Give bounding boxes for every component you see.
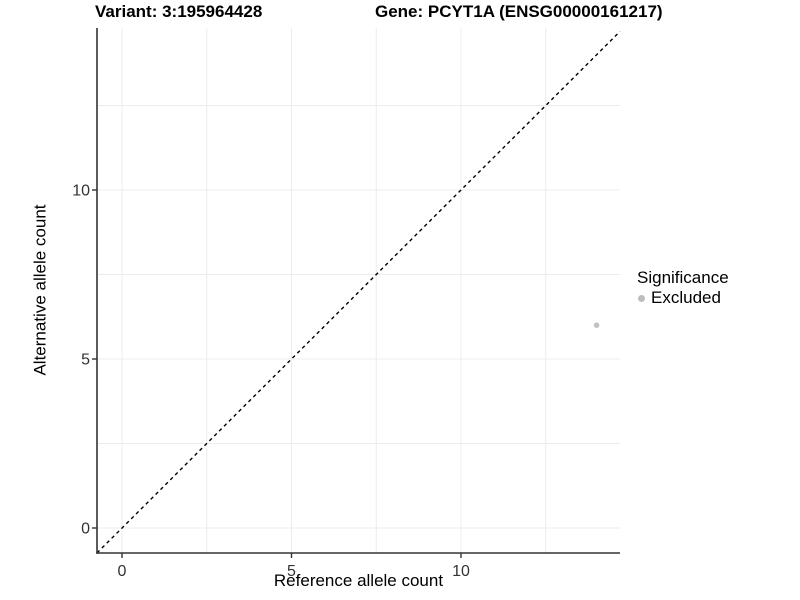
plot-title-variant: Variant: 3:195964428: [95, 2, 263, 21]
x-axis-title: Reference allele count: [273, 571, 444, 590]
legend-key-dot: [638, 294, 645, 302]
x-tick-label: 5: [287, 563, 296, 580]
y-tick-label: 10: [72, 183, 90, 200]
legend-title: Significance: [637, 268, 729, 287]
identity-line: [96, 30, 621, 554]
x-tick-label: 0: [118, 563, 127, 580]
legend-item-excluded: Excluded: [637, 288, 729, 308]
y-axis-title: Alternative allele count: [30, 204, 50, 376]
legend-item-label: Excluded: [651, 288, 721, 307]
plot-title-gene: Gene: PCYT1A (ENSG00000161217): [375, 2, 663, 21]
legend: Significance Excluded: [637, 268, 729, 308]
y-tick-label: 5: [81, 352, 90, 369]
data-point: [593, 322, 600, 329]
y-tick-label: 0: [81, 521, 90, 538]
x-tick-label: 10: [452, 563, 470, 580]
